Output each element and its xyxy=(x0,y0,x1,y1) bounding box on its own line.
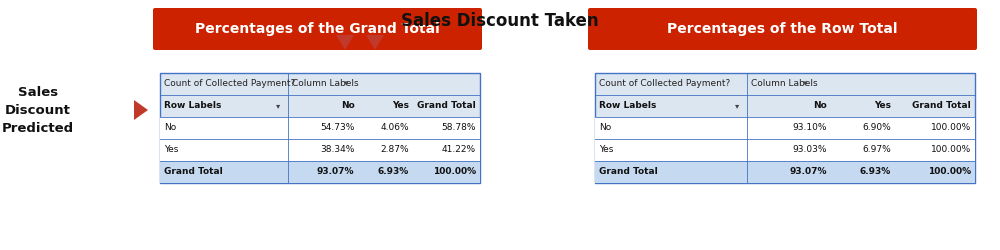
Text: ▾: ▾ xyxy=(735,102,739,110)
Text: Percentages of the Row Total: Percentages of the Row Total xyxy=(667,22,898,36)
Text: 93.10%: 93.10% xyxy=(792,124,827,132)
Text: Yes: Yes xyxy=(392,102,409,110)
Text: 6.93%: 6.93% xyxy=(860,168,891,176)
Text: Row Labels: Row Labels xyxy=(164,102,221,110)
Text: Count of Collected Payment?: Count of Collected Payment? xyxy=(164,80,295,88)
Text: 41.22%: 41.22% xyxy=(442,146,476,154)
Text: 2.87%: 2.87% xyxy=(380,146,409,154)
Polygon shape xyxy=(366,35,384,50)
Text: 100.00%: 100.00% xyxy=(433,168,476,176)
Text: 93.07%: 93.07% xyxy=(317,168,354,176)
Bar xyxy=(160,161,480,183)
Text: Column Labels: Column Labels xyxy=(292,80,359,88)
Text: 58.78%: 58.78% xyxy=(441,124,476,132)
Text: Sales Discount Taken: Sales Discount Taken xyxy=(401,12,599,30)
Text: Grand Total: Grand Total xyxy=(912,102,971,110)
Text: 54.73%: 54.73% xyxy=(320,124,354,132)
Text: 38.34%: 38.34% xyxy=(320,146,354,154)
Text: No: No xyxy=(164,124,176,132)
Text: Grand Total: Grand Total xyxy=(599,168,658,176)
Text: Column Labels: Column Labels xyxy=(751,80,818,88)
Bar xyxy=(160,117,480,139)
Text: Yes: Yes xyxy=(599,146,613,154)
Text: 100.00%: 100.00% xyxy=(931,146,971,154)
Text: 93.07%: 93.07% xyxy=(789,168,827,176)
Text: 6.97%: 6.97% xyxy=(862,146,891,154)
Text: ▾: ▾ xyxy=(344,80,349,88)
Text: 100.00%: 100.00% xyxy=(928,168,971,176)
Text: 93.03%: 93.03% xyxy=(792,146,827,154)
Text: Yes: Yes xyxy=(164,146,178,154)
Bar xyxy=(595,139,975,161)
Text: 6.90%: 6.90% xyxy=(862,124,891,132)
Text: Row Labels: Row Labels xyxy=(599,102,656,110)
Text: ▾: ▾ xyxy=(803,80,808,88)
Text: No: No xyxy=(341,102,354,110)
Text: Percentages of the Grand Total: Percentages of the Grand Total xyxy=(195,22,440,36)
Text: Sales
Discount
Predicted: Sales Discount Predicted xyxy=(2,86,74,134)
Text: 6.93%: 6.93% xyxy=(378,168,409,176)
Bar xyxy=(595,117,975,139)
FancyBboxPatch shape xyxy=(153,8,482,50)
Text: Grand Total: Grand Total xyxy=(164,168,223,176)
Text: 100.00%: 100.00% xyxy=(931,124,971,132)
Bar xyxy=(160,139,480,161)
Polygon shape xyxy=(336,35,354,50)
Text: Yes: Yes xyxy=(874,102,891,110)
Text: 4.06%: 4.06% xyxy=(380,124,409,132)
Text: No: No xyxy=(813,102,827,110)
Bar xyxy=(160,73,480,183)
Text: ▾: ▾ xyxy=(276,102,280,110)
FancyBboxPatch shape xyxy=(588,8,977,50)
Text: No: No xyxy=(599,124,611,132)
Text: Grand Total: Grand Total xyxy=(417,102,476,110)
Text: Count of Collected Payment?: Count of Collected Payment? xyxy=(599,80,730,88)
Bar xyxy=(595,73,975,183)
Bar xyxy=(595,161,975,183)
Polygon shape xyxy=(134,100,148,120)
